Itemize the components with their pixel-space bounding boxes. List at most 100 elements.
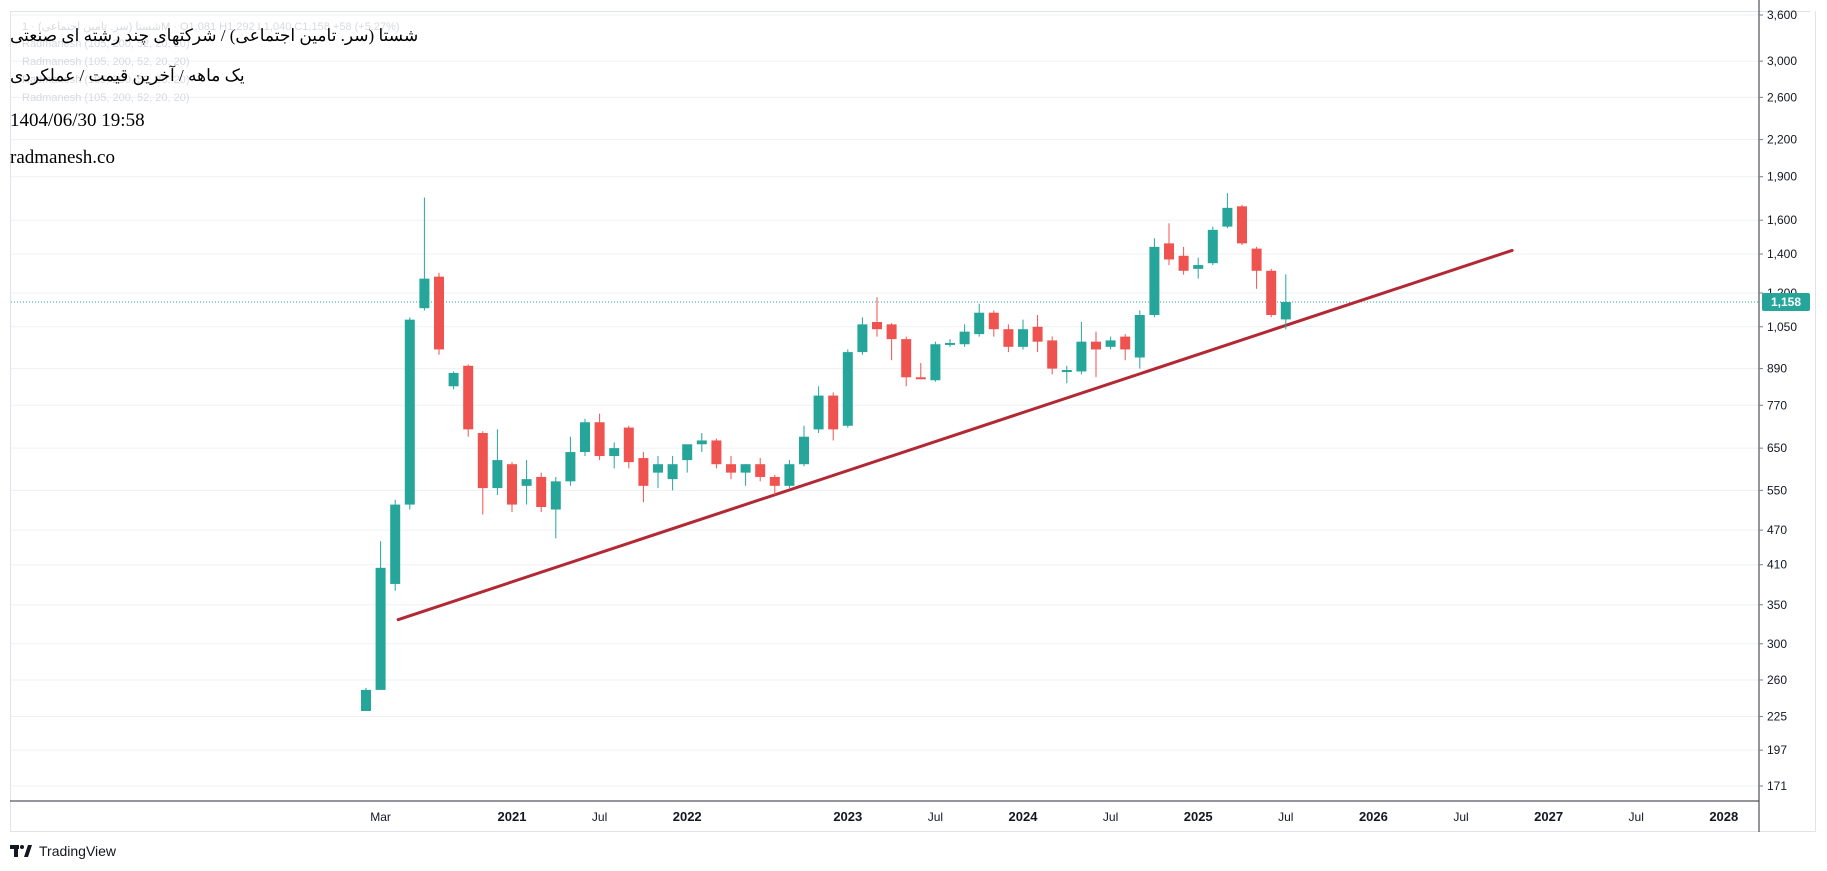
candle-19[interactable] xyxy=(638,452,649,503)
candle-24[interactable] xyxy=(711,438,722,469)
candle-33[interactable] xyxy=(842,349,853,428)
candle-28[interactable] xyxy=(769,474,780,496)
candle-46[interactable] xyxy=(1032,315,1043,353)
candle-43[interactable] xyxy=(988,310,999,337)
candle-body-21 xyxy=(667,464,678,480)
candle-15[interactable] xyxy=(580,418,590,457)
candle-53[interactable] xyxy=(1134,310,1145,369)
candle-60[interactable] xyxy=(1237,204,1247,246)
candle-56[interactable] xyxy=(1178,246,1189,275)
candle-body-30 xyxy=(799,436,809,465)
candle-47[interactable] xyxy=(1047,336,1058,375)
candle-10[interactable] xyxy=(507,462,517,512)
candle-35[interactable] xyxy=(872,297,882,337)
candle-29[interactable] xyxy=(784,460,795,489)
candle-54[interactable] xyxy=(1149,238,1160,318)
candle-26[interactable] xyxy=(740,464,751,486)
candle-body-1 xyxy=(375,567,386,690)
candle-body-23 xyxy=(696,440,707,445)
candle-37[interactable] xyxy=(901,336,912,387)
support-trendline[interactable] xyxy=(396,248,1514,622)
candle-38[interactable] xyxy=(915,362,926,380)
candle-34[interactable] xyxy=(857,317,868,355)
candle-16[interactable] xyxy=(594,413,605,461)
candle-39[interactable] xyxy=(930,341,941,382)
candle-55[interactable] xyxy=(1164,223,1174,266)
candle-50[interactable] xyxy=(1091,331,1101,378)
candlestick-series[interactable] xyxy=(361,193,1291,711)
candle-45[interactable] xyxy=(1018,319,1028,350)
candle-14[interactable] xyxy=(565,436,576,486)
candle-body-15 xyxy=(580,422,590,453)
candle-18[interactable] xyxy=(623,425,634,469)
candle-2[interactable] xyxy=(390,499,401,591)
candle-9[interactable] xyxy=(492,429,503,496)
price-tick-label-9: 650 xyxy=(1767,441,1787,455)
chart-timestamp: 1404/06/30 19:58 xyxy=(10,110,145,131)
candle-body-43 xyxy=(988,312,999,330)
chart-title: شستا (سر. تامین اجتماعی) / شرکتهای چند ر… xyxy=(10,26,419,45)
candle-5[interactable] xyxy=(434,272,444,355)
candle-body-56 xyxy=(1178,255,1189,271)
price-axis[interactable]: 171 197 225 260 300 350 410 470 550 650 770 890 1,05… xyxy=(1759,8,1797,793)
candle-17[interactable] xyxy=(609,442,620,469)
candle-30[interactable] xyxy=(799,425,809,467)
price-tick-label-15: 1,600 xyxy=(1767,213,1797,227)
legend-ghost-indicator-1: Radmanesh (105, 200, 52, 20, 20) xyxy=(22,38,190,50)
candle-7[interactable] xyxy=(463,364,474,437)
candle-57[interactable] xyxy=(1193,257,1204,279)
candle-body-22 xyxy=(682,444,693,461)
candle-13[interactable] xyxy=(550,476,561,539)
price-tick-label-3: 260 xyxy=(1767,673,1787,687)
candle-51[interactable] xyxy=(1105,336,1116,350)
candle-41[interactable] xyxy=(959,324,970,347)
candle-11[interactable] xyxy=(521,460,532,505)
candle-3[interactable] xyxy=(404,317,415,510)
candle-32[interactable] xyxy=(828,392,839,441)
candle-body-19 xyxy=(638,458,649,486)
candle-body-41 xyxy=(959,331,970,345)
time-tick-label-2: Jul xyxy=(592,810,607,824)
candle-25[interactable] xyxy=(726,456,736,480)
candle-40[interactable] xyxy=(945,339,955,347)
candle-61[interactable] xyxy=(1251,246,1262,289)
candle-48[interactable] xyxy=(1061,365,1072,384)
candle-body-59 xyxy=(1222,207,1233,227)
candle-4[interactable] xyxy=(419,197,430,311)
candle-62[interactable] xyxy=(1266,268,1277,318)
candle-21[interactable] xyxy=(667,456,678,491)
trendline-layer[interactable] xyxy=(396,248,1514,622)
candle-22[interactable] xyxy=(682,444,693,473)
time-axis[interactable]: Mar 2021 Jul 2022 2023 Jul 2024 Jul 2025 Jul 2026 J… xyxy=(370,809,1738,824)
tradingview-logo[interactable]: TradingView xyxy=(10,843,116,859)
price-tick-label-2: 225 xyxy=(1767,710,1787,724)
time-tick-label-13: Jul xyxy=(1629,810,1644,824)
time-tick-label-7: Jul xyxy=(1103,810,1118,824)
candle-42[interactable] xyxy=(974,303,985,337)
price-tick-label-10: 770 xyxy=(1767,398,1787,412)
candle-body-34 xyxy=(857,324,868,353)
candle-27[interactable] xyxy=(755,458,766,482)
price-tick-label-18: 2,600 xyxy=(1767,90,1797,104)
candle-6[interactable] xyxy=(448,371,459,390)
candle-49[interactable] xyxy=(1076,321,1087,375)
last-price-tag-box xyxy=(1762,293,1810,312)
candle-63[interactable] xyxy=(1280,274,1291,330)
candle-body-29 xyxy=(784,464,795,486)
candle-23[interactable] xyxy=(696,433,707,453)
candle-body-8 xyxy=(477,433,488,489)
candle-1[interactable] xyxy=(375,541,386,690)
candle-44[interactable] xyxy=(1003,324,1014,353)
candle-12[interactable] xyxy=(536,472,547,512)
candle-body-27 xyxy=(755,464,766,477)
candle-58[interactable] xyxy=(1207,226,1218,266)
price-tick-label-4: 300 xyxy=(1767,637,1787,651)
candle-31[interactable] xyxy=(813,386,824,434)
candle-8[interactable] xyxy=(477,431,488,515)
candle-36[interactable] xyxy=(886,323,897,361)
candle-0[interactable] xyxy=(361,687,371,711)
candle-59[interactable] xyxy=(1222,193,1233,229)
candle-20[interactable] xyxy=(653,456,663,489)
candle-52[interactable] xyxy=(1120,334,1131,361)
